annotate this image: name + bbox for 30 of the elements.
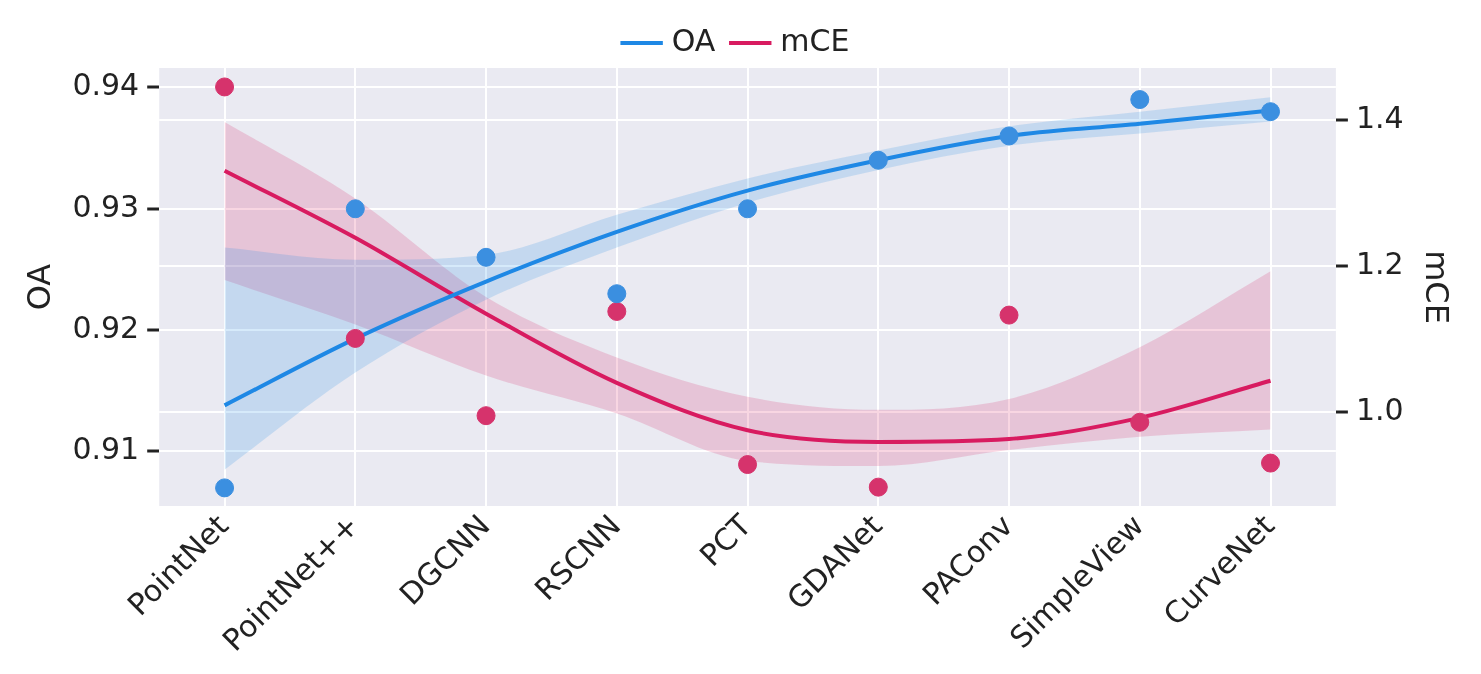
point (476, 406, 496, 426)
y2-tick-label: 1.4 (1355, 100, 1404, 136)
point (868, 477, 888, 497)
y-tick-label: 0.93 (72, 188, 140, 224)
legend-label: OA (671, 22, 716, 58)
point (868, 150, 888, 170)
point (738, 455, 758, 475)
point (1130, 90, 1150, 110)
line-series (222, 168, 1273, 444)
y2-axis-title: mCE (1418, 250, 1457, 324)
point (345, 328, 365, 348)
point (345, 199, 365, 219)
point (738, 199, 758, 219)
point (999, 305, 1019, 325)
y2-tick-label: 1.0 (1355, 391, 1404, 427)
point (476, 247, 496, 267)
y-tick-label: 0.91 (72, 431, 140, 467)
y-tick-label: 0.92 (72, 309, 140, 345)
y-axis-title: OA (19, 263, 58, 311)
point (999, 126, 1019, 146)
legend-label: mCE (780, 22, 850, 58)
y2-tick-label: 1.2 (1355, 246, 1404, 282)
point (607, 284, 627, 304)
point (1261, 453, 1281, 473)
point (215, 77, 235, 97)
point (1130, 412, 1150, 432)
point (215, 478, 235, 498)
point (607, 301, 627, 321)
point (1261, 102, 1281, 122)
y-tick-label: 0.94 (72, 67, 140, 103)
